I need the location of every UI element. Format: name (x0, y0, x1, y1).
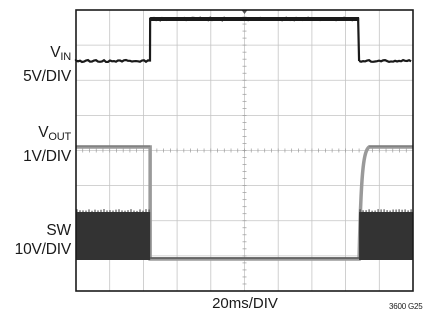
vin-high-band (150, 17, 359, 21)
sw-switching-band (76, 212, 150, 260)
figure-id-label: 3600 G25 (389, 302, 423, 311)
vout-scale-label: 1V/DIV (23, 148, 71, 165)
sw-scale-label: 10V/DIV (15, 241, 71, 258)
sw-label-main: SW (46, 222, 71, 239)
vout-label-sub: OUT (48, 131, 71, 143)
vin-scale-label: 5V/DIV (23, 68, 71, 85)
vin-label-sub: IN (60, 51, 71, 63)
vin-label: VIN 5V/DIV (23, 43, 71, 86)
x-axis-label: 20ms/DIV (180, 295, 310, 312)
vout-label-main: V (38, 124, 48, 141)
vin-label-main: V (50, 44, 60, 61)
sw-switching-band (359, 212, 413, 260)
sw-label: SW 10V/DIV (15, 221, 71, 259)
vout-label: VOUT 1V/DIV (23, 123, 71, 166)
